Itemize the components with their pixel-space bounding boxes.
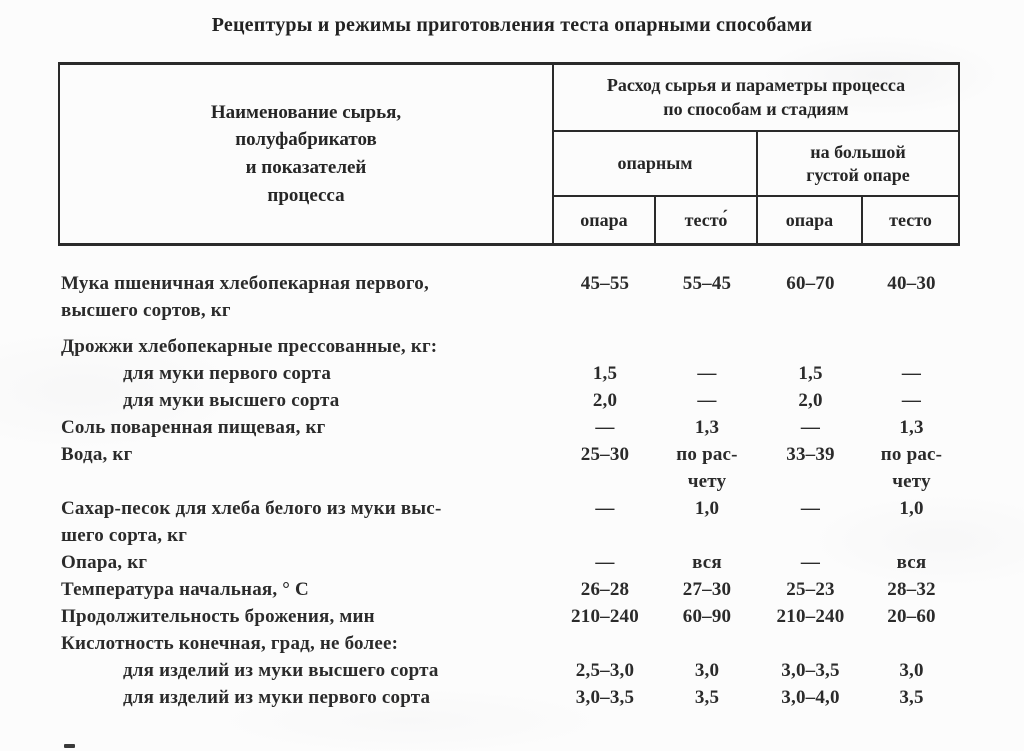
row-value: 210–240	[571, 606, 639, 627]
row-value: 1,0	[694, 498, 720, 519]
row-label: Кислотность конечная, град, не более:	[61, 633, 399, 654]
row-value: 28–32	[887, 579, 936, 600]
table-row: Дрожжи хлебопекарные прессованные, кг:	[58, 333, 960, 360]
row-value: 3,0	[899, 660, 924, 681]
row-value: 2,0	[798, 390, 823, 411]
row-value: вся	[896, 552, 927, 573]
row-value: 2,5–3,0	[575, 660, 635, 681]
row-value: —	[595, 417, 615, 438]
header-span-title: Расход сырья и параметры процесса по спо…	[554, 65, 958, 132]
table-header: Наименование сырья, полуфабрикатов и пок…	[58, 62, 960, 246]
row-label: Опара, кг	[61, 552, 148, 573]
row-label: Вода, кг	[61, 444, 133, 465]
table-row: для изделий из муки высшего сорта 2,5–3,…	[58, 657, 960, 684]
row-value: 25–23	[786, 579, 835, 600]
table-row: Сахар-песок для хлеба белого из муки выс…	[58, 495, 960, 549]
row-value: —	[595, 552, 615, 573]
row-value: 1,3	[694, 417, 720, 438]
table-row: Опара, кг — вся — вся	[58, 549, 960, 576]
row-value: 45–55	[580, 273, 630, 294]
row-label: Дрожжи хлебопекарные прессованные, кг:	[61, 336, 438, 357]
header-subcol-testo-1: тесто́	[656, 197, 758, 243]
row-value: 3,0–4,0	[781, 687, 840, 708]
scan-artifact	[64, 744, 75, 748]
row-value: —	[697, 390, 717, 411]
row-value: —	[595, 498, 615, 519]
header-right-section: Расход сырья и параметры процесса по спо…	[554, 65, 958, 243]
row-value: 25–30	[580, 444, 630, 465]
row-label: Мука пшеничная хлебопекарная первого, вы…	[61, 273, 429, 321]
table-row: для муки высшего сорта 2,0 — 2,0 —	[58, 387, 960, 414]
row-value: 3,0	[694, 660, 720, 681]
table-body: Мука пшеничная хлебопекарная первого, вы…	[58, 270, 960, 711]
row-value: 1,3	[899, 417, 924, 438]
header-subcol-opara-2: опара	[758, 197, 863, 243]
table-row: Соль поваренная пищевая, кг — 1,3 — 1,3	[58, 414, 960, 441]
row-value: 3,0–3,5	[575, 687, 635, 708]
header-subcol-testo-2: тесто	[889, 209, 932, 230]
table-row: Продолжительность брожения, мин 210–240 …	[58, 603, 960, 630]
row-label: для муки первого сорта	[123, 363, 332, 384]
row-value: по рас- чету	[880, 444, 943, 492]
table-row: Мука пшеничная хлебопекарная первого, вы…	[58, 270, 960, 324]
row-value: 210–240	[776, 606, 845, 627]
row-value: 2,0	[592, 390, 618, 411]
table-row: для изделий из муки первого сорта 3,0–3,…	[58, 684, 960, 711]
row-value: —	[697, 363, 717, 384]
row-label: для изделий из муки первого сорта	[123, 687, 431, 708]
row-label: Температура начальная, ° С	[61, 579, 309, 600]
row-value: 1,0	[899, 498, 924, 519]
row-value: 33–39	[786, 444, 835, 465]
row-value: 1,5	[798, 363, 823, 384]
row-label: Продолжительность брожения, мин	[61, 606, 375, 627]
row-value: —	[800, 417, 821, 438]
row-value: 40–30	[887, 273, 936, 294]
page-title: Рецептуры и режимы приготовления теста о…	[211, 14, 813, 36]
row-label: Сахар-песок для хлеба белого из муки выс…	[61, 498, 442, 546]
row-value: 1,5	[592, 363, 618, 384]
row-value: 27–30	[682, 579, 732, 600]
header-group-oparnym: опарным	[554, 132, 758, 195]
row-value: 3,5	[899, 687, 924, 708]
row-label: Соль поваренная пищевая, кг	[61, 417, 326, 438]
header-name-column: Наименование сырья, полуфабрикатов и пок…	[60, 65, 554, 243]
row-value: 20–60	[887, 606, 936, 627]
row-value: по рас- чету	[676, 444, 738, 492]
header-group-bolshaya-gustaya-opara: на большой густой опаре	[806, 142, 910, 185]
row-value: —	[800, 552, 821, 573]
header-subcol-opara-1: опара	[554, 197, 656, 243]
row-label: для изделий из муки высшего сорта	[123, 660, 439, 681]
header-subcol-row: опара тесто́ опара тесто	[554, 197, 958, 243]
table-row: Кислотность конечная, град, не более:	[58, 630, 960, 657]
row-value: 3,5	[694, 687, 720, 708]
row-value: —	[901, 390, 922, 411]
row-value: 26–28	[580, 579, 630, 600]
table-row: Температура начальная, ° С 26–28 27–30 2…	[58, 576, 960, 603]
row-value: 60–90	[682, 606, 732, 627]
row-value: 55–45	[682, 273, 732, 294]
row-value: 3,0–3,5	[781, 660, 840, 681]
header-group-row: опарным на большой густой опаре	[554, 132, 958, 197]
row-label: для муки высшего сорта	[123, 390, 340, 411]
table-row: Вода, кг 25–30 по рас- чету 33–39 по рас…	[58, 441, 960, 495]
row-value: —	[800, 498, 821, 519]
row-value: 60–70	[786, 273, 835, 294]
table-row: для муки первого сорта 1,5 — 1,5 —	[58, 360, 960, 387]
row-value: —	[901, 363, 922, 384]
row-value: вся	[692, 552, 722, 573]
